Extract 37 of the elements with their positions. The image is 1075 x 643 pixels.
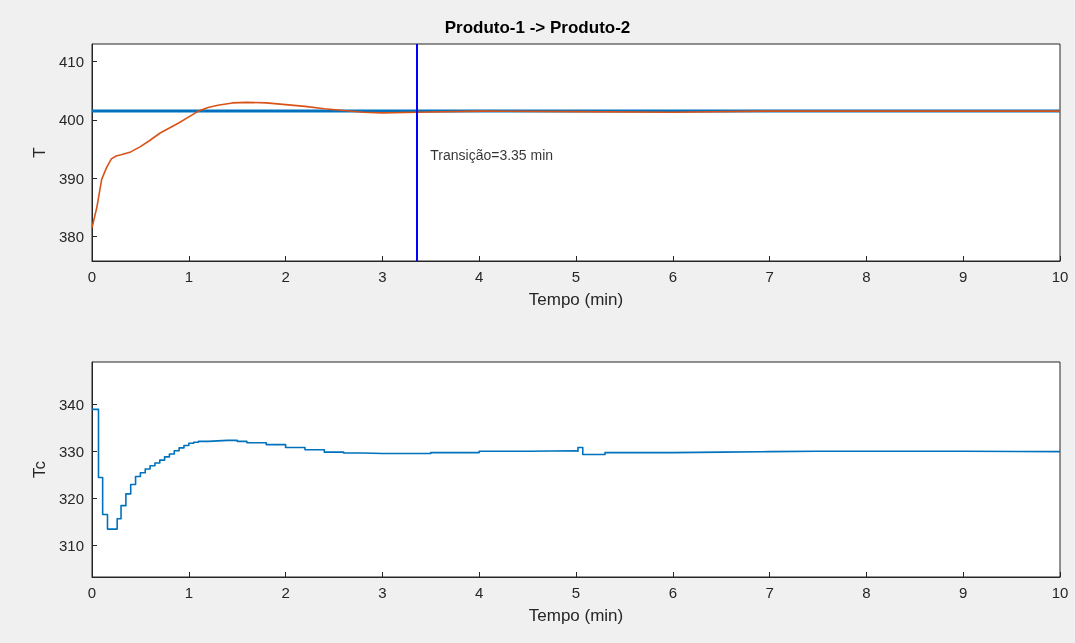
x-tick-label: 8 <box>862 268 871 285</box>
y-tick-label: 400 <box>58 111 84 129</box>
x-tick-label: 1 <box>184 268 193 285</box>
y-axis-title: T <box>30 147 50 158</box>
chart-title: Produto-1 -> Produto-2 <box>444 18 631 37</box>
x-tick-label: 5 <box>571 584 581 601</box>
y-tick-label: 310 <box>58 537 84 555</box>
y-tick-label: 410 <box>58 53 84 70</box>
y-tick-label: 380 <box>58 228 84 245</box>
x-tick-label: 10 <box>1051 584 1069 601</box>
y-axis-title: Tc <box>30 460 50 478</box>
x-tick-label: 8 <box>862 584 871 601</box>
y-tick-label: 340 <box>58 396 84 414</box>
x-tick-label: 2 <box>281 584 290 601</box>
annotation: Transição=3.35 min <box>430 146 554 163</box>
y-tick-label: 330 <box>58 443 84 461</box>
x-axis-title: Tempo (min) <box>528 606 624 625</box>
x-tick-label: 1 <box>184 584 193 601</box>
y-tick-label: 390 <box>58 169 84 187</box>
x-tick-label: 3 <box>378 584 387 601</box>
x-tick-label: 10 <box>1051 268 1069 285</box>
x-tick-label: 6 <box>668 268 677 285</box>
x-tick-label: 7 <box>765 268 774 285</box>
x-tick-label: 0 <box>87 268 97 285</box>
x-tick-label: 3 <box>378 268 387 285</box>
x-tick-label: 9 <box>959 268 968 285</box>
x-axis-title: Tempo (min) <box>528 290 624 309</box>
x-tick-label: 0 <box>87 584 97 601</box>
x-tick-label: 4 <box>475 584 484 601</box>
x-tick-label: 6 <box>668 584 677 601</box>
y-tick-label: 320 <box>58 490 84 508</box>
line-series <box>91 101 1061 229</box>
x-tick-label: 2 <box>281 268 290 285</box>
x-tick-label: 4 <box>475 268 484 285</box>
x-tick-label: 9 <box>959 584 968 601</box>
x-tick-label: 5 <box>571 268 581 285</box>
x-tick-label: 7 <box>765 584 774 601</box>
